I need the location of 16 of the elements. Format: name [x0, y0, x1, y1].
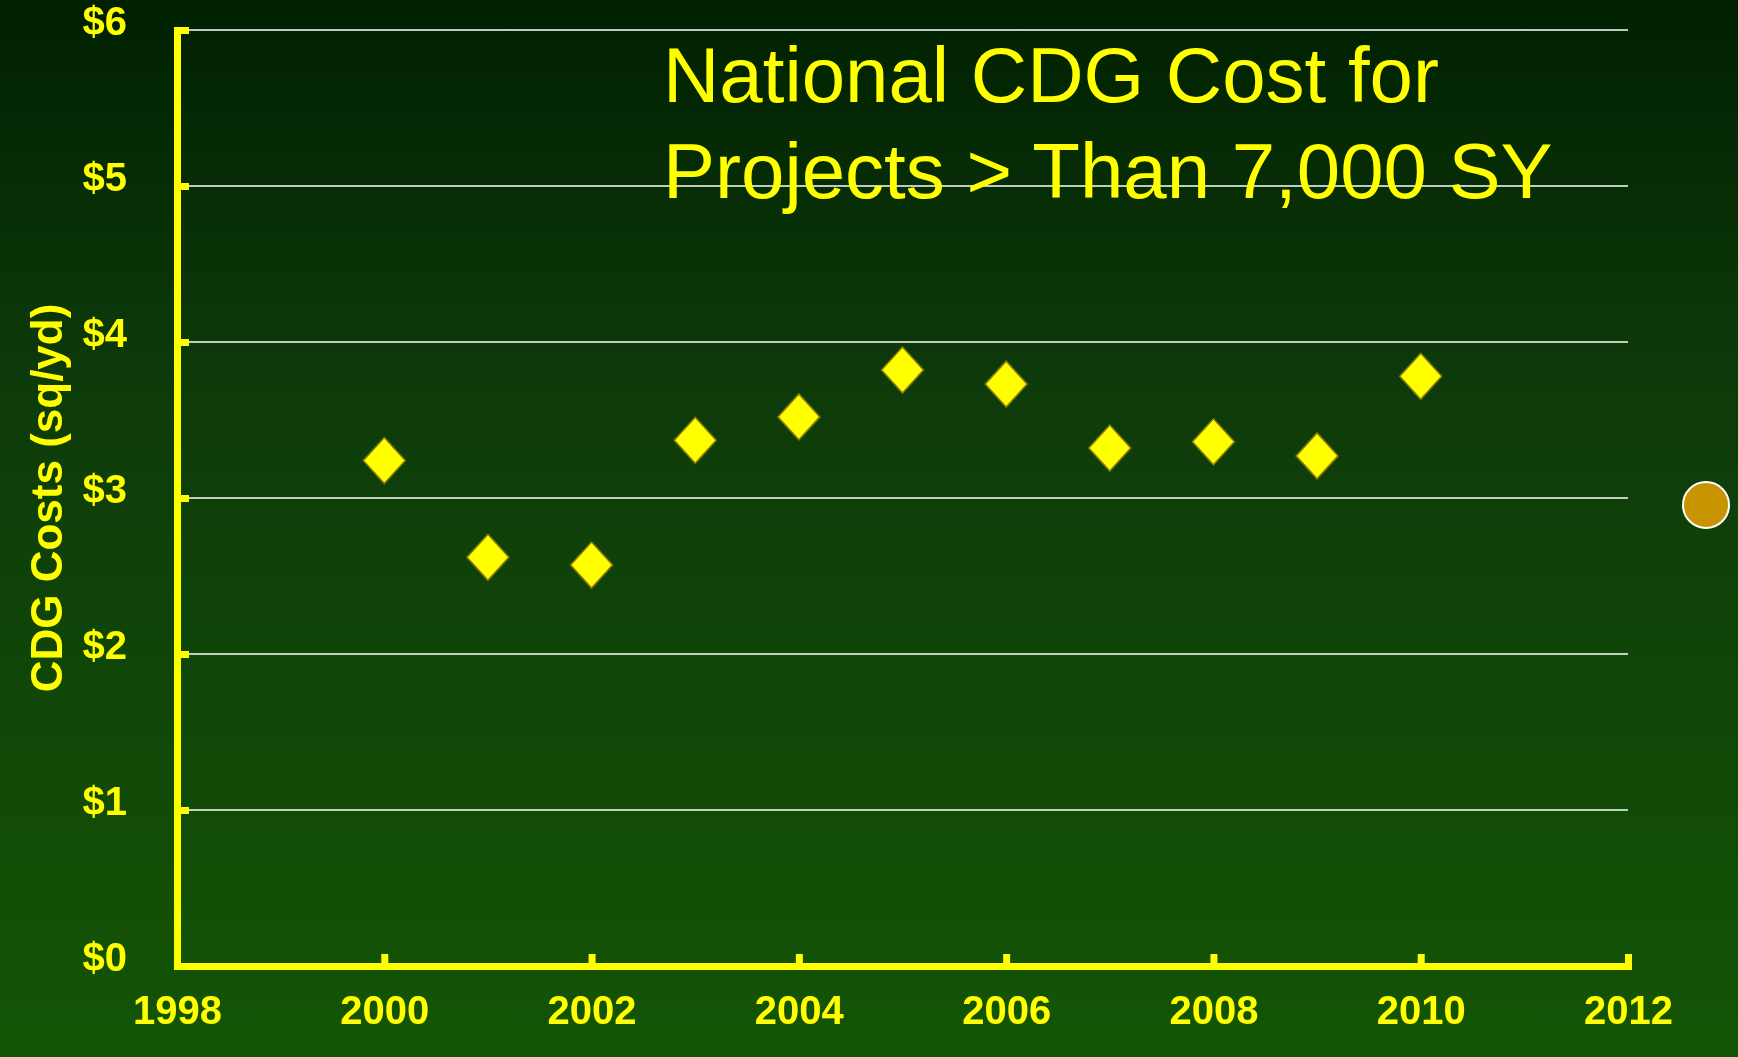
y-axis-title: CDG Costs (sq/yd): [22, 303, 71, 693]
x-tick-label: 2012: [1584, 988, 1673, 1033]
y-tick-label: $5: [82, 154, 127, 199]
x-tick-label: 2004: [754, 988, 845, 1033]
y-tick-label: $6: [82, 0, 127, 43]
y-tick-label: $0: [82, 934, 127, 979]
x-tick-label: 2006: [962, 988, 1052, 1033]
x-tick-label: 1998: [133, 988, 222, 1033]
x-tick-label: 2002: [547, 988, 637, 1033]
y-tick-label: $1: [82, 778, 127, 823]
y-tick-label: $4: [82, 310, 128, 355]
x-tick-label: 2010: [1376, 988, 1466, 1033]
y-tick-label: $2: [82, 622, 127, 667]
x-tick-label: 2008: [1169, 988, 1259, 1033]
x-tick-label: 2000: [340, 988, 430, 1033]
y-tick-label: $3: [82, 466, 127, 511]
